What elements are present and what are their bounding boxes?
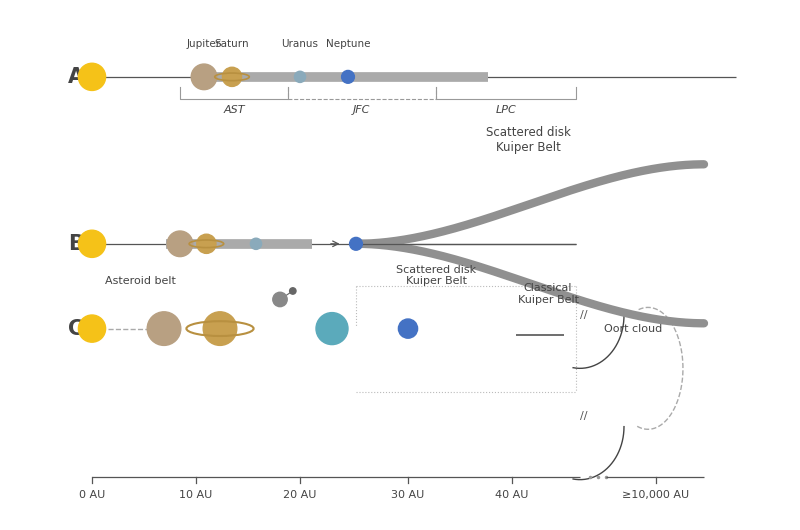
Ellipse shape — [78, 315, 106, 342]
Ellipse shape — [78, 230, 106, 258]
Ellipse shape — [350, 237, 362, 250]
Text: 10 AU: 10 AU — [179, 490, 213, 500]
Ellipse shape — [250, 238, 262, 250]
Text: Oort cloud: Oort cloud — [604, 324, 662, 333]
Text: Classical
Kuiper Belt: Classical Kuiper Belt — [518, 284, 578, 305]
Text: //: // — [580, 310, 588, 320]
Text: ≥10,000 AU: ≥10,000 AU — [622, 490, 690, 500]
Ellipse shape — [191, 64, 217, 90]
Ellipse shape — [197, 234, 216, 253]
Text: Scattered disk
Kuiper Belt: Scattered disk Kuiper Belt — [486, 126, 570, 154]
Ellipse shape — [78, 63, 106, 91]
Ellipse shape — [294, 71, 306, 83]
Text: Jupiter: Jupiter — [187, 39, 221, 49]
Text: Saturn: Saturn — [214, 39, 250, 49]
Text: 0 AU: 0 AU — [79, 490, 105, 500]
Text: A: A — [68, 67, 84, 87]
Ellipse shape — [222, 67, 242, 86]
Ellipse shape — [342, 70, 354, 83]
Text: B: B — [68, 234, 84, 254]
Ellipse shape — [167, 231, 193, 257]
Text: AST: AST — [223, 105, 245, 116]
Text: 20 AU: 20 AU — [283, 490, 317, 500]
Text: 40 AU: 40 AU — [495, 490, 529, 500]
Text: JFC: JFC — [354, 105, 370, 116]
Ellipse shape — [290, 288, 296, 294]
Ellipse shape — [203, 312, 237, 346]
Ellipse shape — [316, 313, 348, 344]
Ellipse shape — [147, 312, 181, 346]
Text: Scattered disk
Kuiper Belt: Scattered disk Kuiper Belt — [396, 265, 476, 286]
Text: 30 AU: 30 AU — [391, 490, 425, 500]
Ellipse shape — [398, 319, 418, 338]
Text: //: // — [580, 411, 588, 421]
Text: Neptune: Neptune — [326, 39, 370, 49]
Text: LPC: LPC — [496, 105, 516, 116]
Text: Asteroid belt: Asteroid belt — [105, 276, 175, 286]
Text: Uranus: Uranus — [282, 39, 318, 49]
Ellipse shape — [273, 292, 287, 307]
Text: C: C — [68, 319, 83, 339]
